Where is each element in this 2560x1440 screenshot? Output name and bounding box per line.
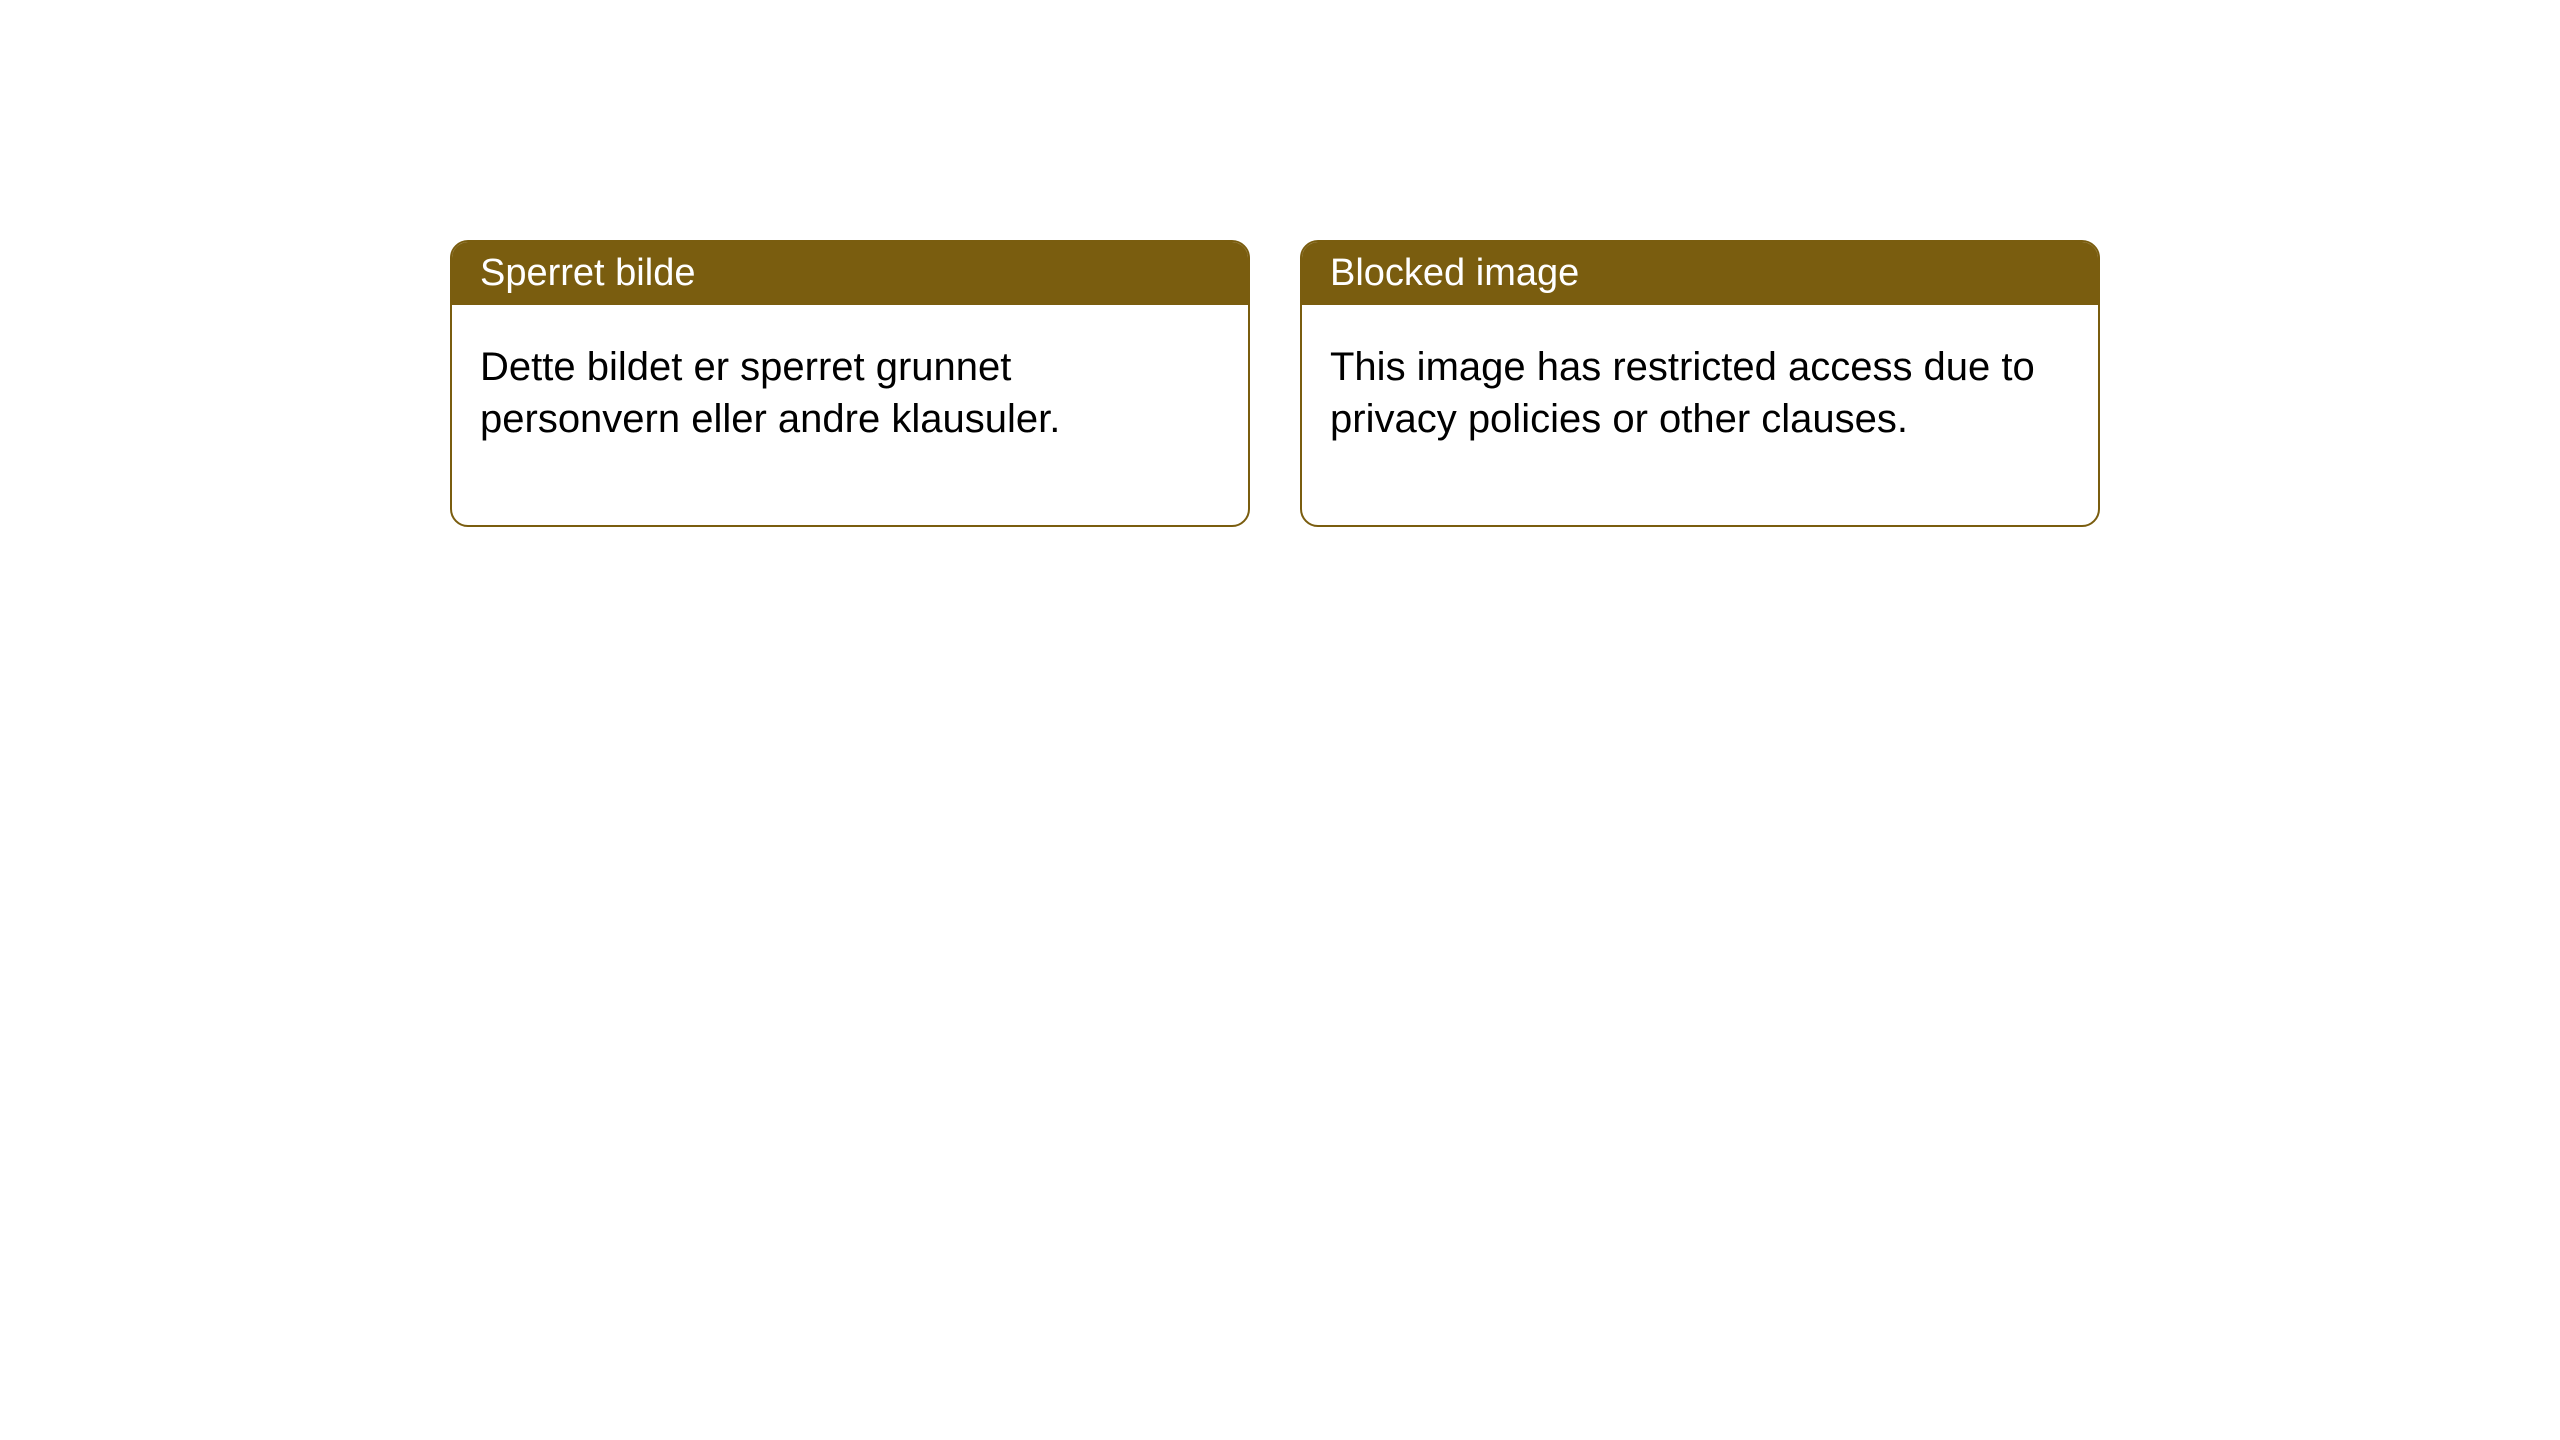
blocked-image-notice-en: Blocked image This image has restricted … bbox=[1300, 240, 2100, 527]
card-title: Sperret bilde bbox=[480, 252, 695, 294]
card-header: Blocked image bbox=[1302, 242, 2098, 305]
notice-container: Sperret bilde Dette bildet er sperret gr… bbox=[0, 0, 2560, 527]
card-body-text: Dette bildet er sperret grunnet personve… bbox=[480, 345, 1060, 441]
card-body: Dette bildet er sperret grunnet personve… bbox=[452, 305, 1248, 525]
card-body: This image has restricted access due to … bbox=[1302, 305, 2098, 525]
card-title: Blocked image bbox=[1330, 252, 1579, 294]
blocked-image-notice-no: Sperret bilde Dette bildet er sperret gr… bbox=[450, 240, 1250, 527]
card-body-text: This image has restricted access due to … bbox=[1330, 345, 2035, 441]
card-header: Sperret bilde bbox=[452, 242, 1248, 305]
